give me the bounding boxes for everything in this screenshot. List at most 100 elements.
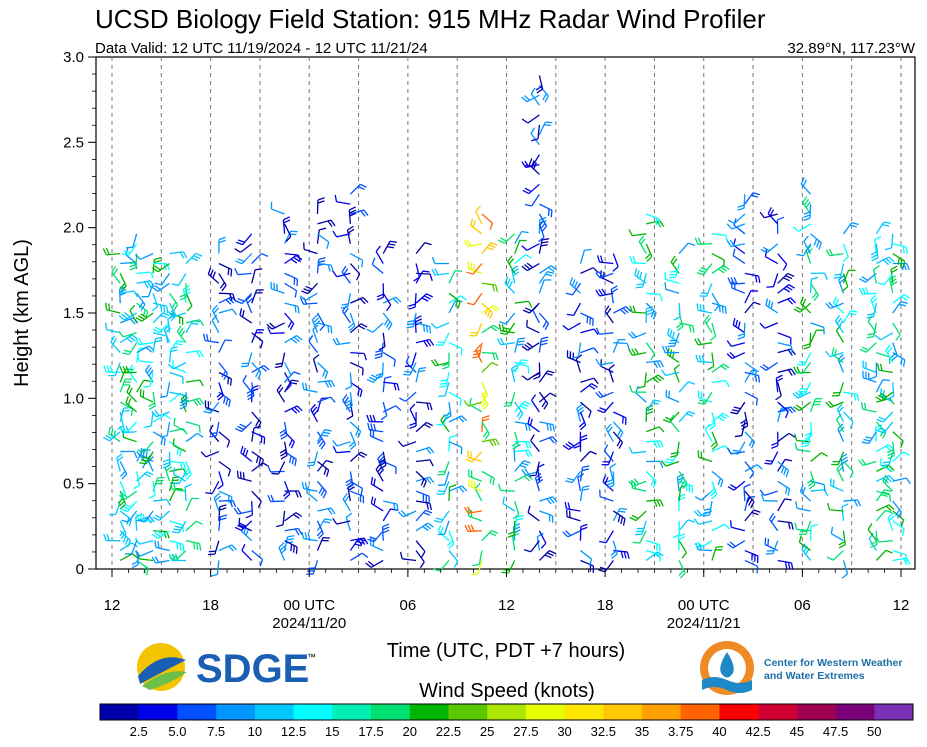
wind-barb [777,432,796,443]
wind-barb [638,235,647,254]
wind-barb [415,476,435,484]
wind-barb [133,471,141,490]
wind-barb [139,389,154,403]
wind-barb [759,322,778,329]
wind-barb [465,451,483,463]
wind-barb [538,530,547,549]
wind-barb [120,421,138,433]
colorbar-swatch [758,704,798,720]
wind-barb [341,265,351,284]
wind-barb [284,379,299,393]
wind-barb [284,362,292,381]
wind-barb [284,405,303,414]
wind-barb [316,520,324,540]
wind-barb [139,451,154,465]
wind-barb [645,243,653,262]
wind-barb [317,262,334,273]
wind-barb [760,493,778,502]
wind-barb [233,507,252,515]
wind-barb [405,355,417,373]
wind-barb [152,431,166,446]
wind-barb [711,379,730,388]
wind-barb [463,506,482,514]
wind-barb [866,322,877,339]
wind-barb [744,509,761,522]
wind-barb [693,518,713,526]
wind-barb [809,276,819,294]
wind-barb [875,509,893,522]
wind-barb [202,333,219,344]
wind-barb [383,381,400,391]
wind-barb [278,542,287,561]
wind-barb [797,352,812,366]
wind-barb [218,262,233,277]
wind-barb [239,308,253,324]
wind-barb [711,233,729,243]
wind-barb [760,361,779,371]
wind-barb [860,402,877,413]
wind-barb [235,233,253,246]
wind-barb [251,550,264,567]
wind-barb [632,530,647,544]
wind-barb [726,223,746,230]
wind-barb [646,460,664,469]
wind-barb [874,332,894,341]
wind-barb [711,523,731,532]
wind-barb [580,559,595,573]
wind-barb [777,458,793,472]
wind-barb [634,520,647,536]
wind-barb [664,272,680,284]
wind-barb [350,537,369,546]
wind-barb [507,255,516,274]
wind-barb [579,248,592,264]
wind-barb [887,512,895,531]
wind-barb [539,496,558,505]
wind-barb [731,441,746,455]
x-tick-date-label: 2024/11/21 [667,615,741,632]
wind-barb [737,194,746,211]
wind-barb [605,423,614,443]
wind-barb [521,114,540,124]
wind-barb [442,352,450,370]
wind-barb [136,271,155,279]
wind-barb [514,359,529,373]
wind-barb [108,362,121,377]
wind-barb [241,543,253,561]
wind-barb [842,243,849,262]
wind-barb [276,510,286,528]
wind-barb [777,253,788,271]
wind-barb [207,267,220,284]
wind-barb [481,304,500,314]
wind-barb [744,361,758,378]
wind-barb [810,322,825,335]
wind-barb [635,273,647,289]
wind-barb [282,216,291,234]
wind-barb [469,322,483,337]
wind-barb [402,362,417,376]
wind-barb [578,411,587,431]
wind-barb [382,508,398,522]
wind-barb [629,305,647,314]
wind-barb [711,292,720,312]
wind-barb [316,537,330,551]
wind-barb [732,248,746,265]
wind-barb [744,301,761,314]
colorbar-label: 27.5 [513,724,538,739]
wind-barb [830,526,844,542]
wind-barb [573,431,582,449]
wind-barb [134,538,154,545]
colorbar-swatch [525,704,566,720]
wind-barb [580,347,599,354]
wind-barb [538,392,557,403]
wind-barb [610,540,618,559]
wind-barb [344,392,353,410]
wind-barb [284,223,292,243]
wind-barb [306,560,319,575]
wind-barb [346,401,354,421]
wind-barb [383,500,399,512]
wind-barb [397,510,417,518]
wind-barb [110,335,121,354]
wind-barb [645,213,660,227]
wind-barb [472,342,483,359]
wind-barb [345,512,353,531]
